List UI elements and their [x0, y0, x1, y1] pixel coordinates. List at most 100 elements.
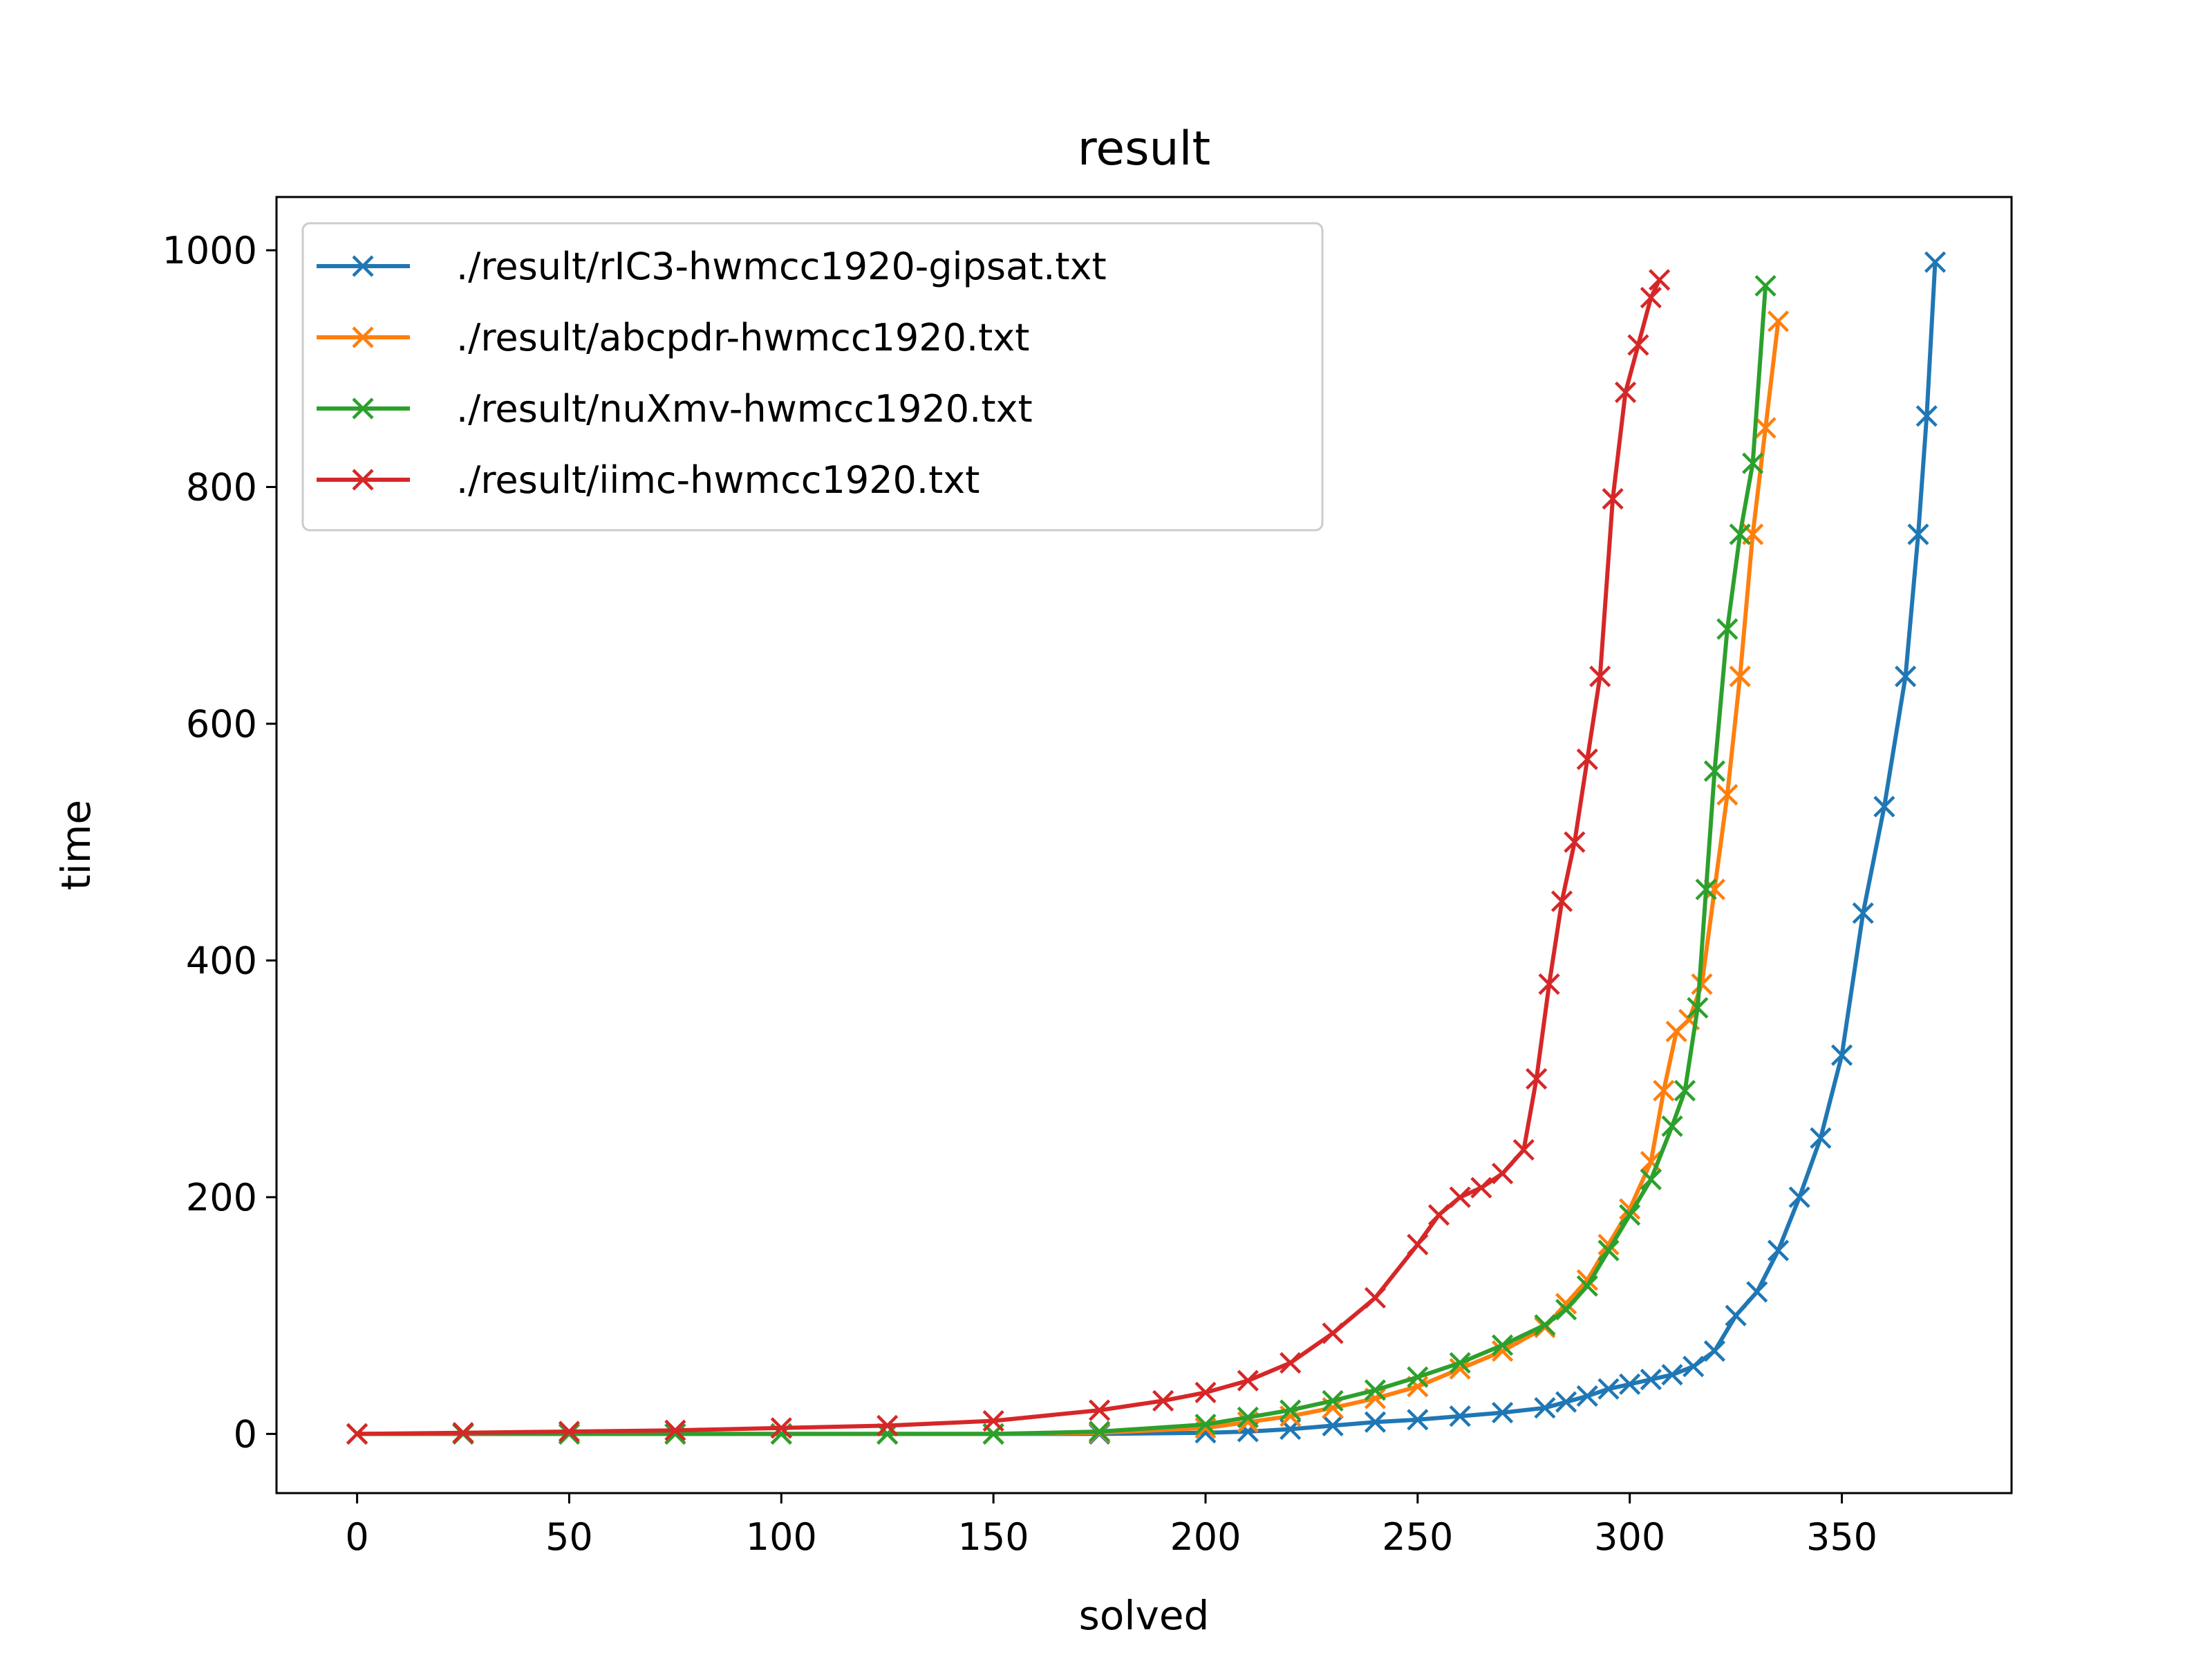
data-point: [1703, 1340, 1726, 1362]
data-point: [1237, 1406, 1259, 1429]
data-point: [1767, 1239, 1790, 1262]
y-axis-label: time: [53, 800, 100, 890]
data-point: [982, 1409, 1004, 1432]
plot-area: [346, 251, 1947, 1445]
legend-item-2: ./result/nuXmv-hwmcc1920.txt: [317, 387, 1033, 431]
data-point: [1491, 1340, 1514, 1362]
legend: ./result/rIC3-hwmcc1920-gipsat.txt ./resu…: [301, 222, 1324, 532]
y-tick-label: 200: [186, 1176, 257, 1219]
legend-box: [301, 222, 1324, 532]
series-3: [346, 269, 1671, 1445]
x-tick-label: 150: [958, 1515, 1029, 1559]
data-point: [346, 1423, 368, 1445]
data-point: [1674, 1080, 1696, 1102]
x-tick-label: 350: [1806, 1515, 1877, 1559]
data-point: [1754, 274, 1777, 297]
axes-layer: 0 50 100 150 200 250 300 350 0 200 400 600 800 1000: [162, 196, 2013, 1559]
data-point: [1555, 1391, 1577, 1413]
data-point: [1491, 1401, 1514, 1424]
data-point: [770, 1417, 792, 1439]
data-point: [1619, 1373, 1641, 1396]
data-point: [1873, 796, 1895, 818]
data-point: [1640, 286, 1662, 309]
data-point: [1649, 269, 1671, 291]
data-point: [1534, 1397, 1556, 1419]
data-point: [664, 1423, 686, 1445]
data-point: [1830, 1044, 1853, 1067]
data-point: [452, 1422, 474, 1444]
data-point: [1427, 1204, 1450, 1226]
data-point: [1691, 973, 1713, 995]
data-point: [1627, 334, 1649, 356]
x-tick-label: 200: [1170, 1515, 1241, 1559]
data-point: [1491, 1334, 1514, 1356]
data-point: [1407, 1233, 1429, 1256]
legend-item-3: ./result/iimc-hwmcc1920.txt: [317, 458, 980, 502]
data-point: [1194, 1414, 1217, 1436]
data-point: [1746, 1281, 1768, 1303]
data-point: [1687, 997, 1709, 1019]
y-tick-label: 600: [186, 702, 257, 746]
data-point: [1619, 1204, 1641, 1226]
y-tick-label: 0: [234, 1412, 257, 1456]
data-point: [1364, 1379, 1387, 1401]
data-point: [1924, 251, 1947, 273]
data-point: [1576, 748, 1598, 770]
data-point: [1589, 665, 1611, 688]
data-point: [1555, 1298, 1577, 1321]
data-point: [1576, 1385, 1598, 1407]
legend-item-0: ./result/rIC3-hwmcc1920-gipsat.txt: [317, 245, 1107, 288]
x-tick-label: 300: [1594, 1515, 1665, 1559]
data-point: [1716, 618, 1738, 640]
data-point: [1564, 831, 1586, 853]
data-point: [1729, 665, 1751, 688]
data-point: [1280, 1399, 1302, 1421]
data-point: [1661, 1364, 1683, 1386]
data-point: [1194, 1381, 1217, 1404]
data-point: [1449, 1352, 1471, 1374]
data-point: [877, 1414, 899, 1436]
data-point: [1407, 1366, 1429, 1388]
data-point: [1640, 1168, 1662, 1190]
y-tick-label: 800: [186, 466, 257, 509]
data-point: [1810, 1127, 1832, 1149]
x-tick-label: 0: [345, 1515, 368, 1559]
data-point: [1703, 760, 1726, 782]
legend-label: ./result/rIC3-hwmcc1920-gipsat.txt: [456, 245, 1107, 288]
series-layer: [346, 251, 1947, 1445]
y-tick-label: 400: [186, 939, 257, 982]
data-point: [1470, 1177, 1492, 1199]
data-point: [1322, 1389, 1344, 1412]
data-point: [1894, 665, 1917, 688]
data-point: [1280, 1352, 1302, 1374]
data-point: [1364, 1411, 1387, 1433]
data-point: [1767, 310, 1790, 332]
data-point: [1322, 1322, 1344, 1344]
data-point: [1754, 417, 1777, 439]
data-point: [1716, 784, 1738, 806]
legend-marker: [352, 469, 374, 491]
data-point: [1597, 1239, 1620, 1262]
data-point: [1683, 1356, 1705, 1378]
data-point: [1742, 452, 1764, 474]
data-point: [1526, 1068, 1548, 1090]
data-point: [1661, 1115, 1683, 1137]
data-point: [558, 1421, 581, 1443]
legend-label: ./result/abcpdr-hwmcc1920.txt: [456, 316, 1029, 359]
data-point: [1364, 1286, 1387, 1309]
legend-marker: [352, 397, 374, 420]
data-point: [1512, 1138, 1535, 1161]
series-2: [346, 274, 1777, 1445]
data-point: [1407, 1409, 1429, 1431]
legend-label: ./result/nuXmv-hwmcc1920.txt: [456, 387, 1033, 431]
legend-marker: [352, 326, 374, 348]
data-point: [1088, 1399, 1111, 1421]
data-point: [1550, 890, 1573, 912]
data-point: [1534, 1314, 1556, 1336]
legend-item-1: ./result/abcpdr-hwmcc1920.txt: [317, 316, 1029, 359]
y-tick-label: 1000: [162, 229, 257, 272]
data-point: [1237, 1369, 1259, 1391]
data-point: [1538, 973, 1560, 995]
data-point: [1555, 1293, 1577, 1315]
